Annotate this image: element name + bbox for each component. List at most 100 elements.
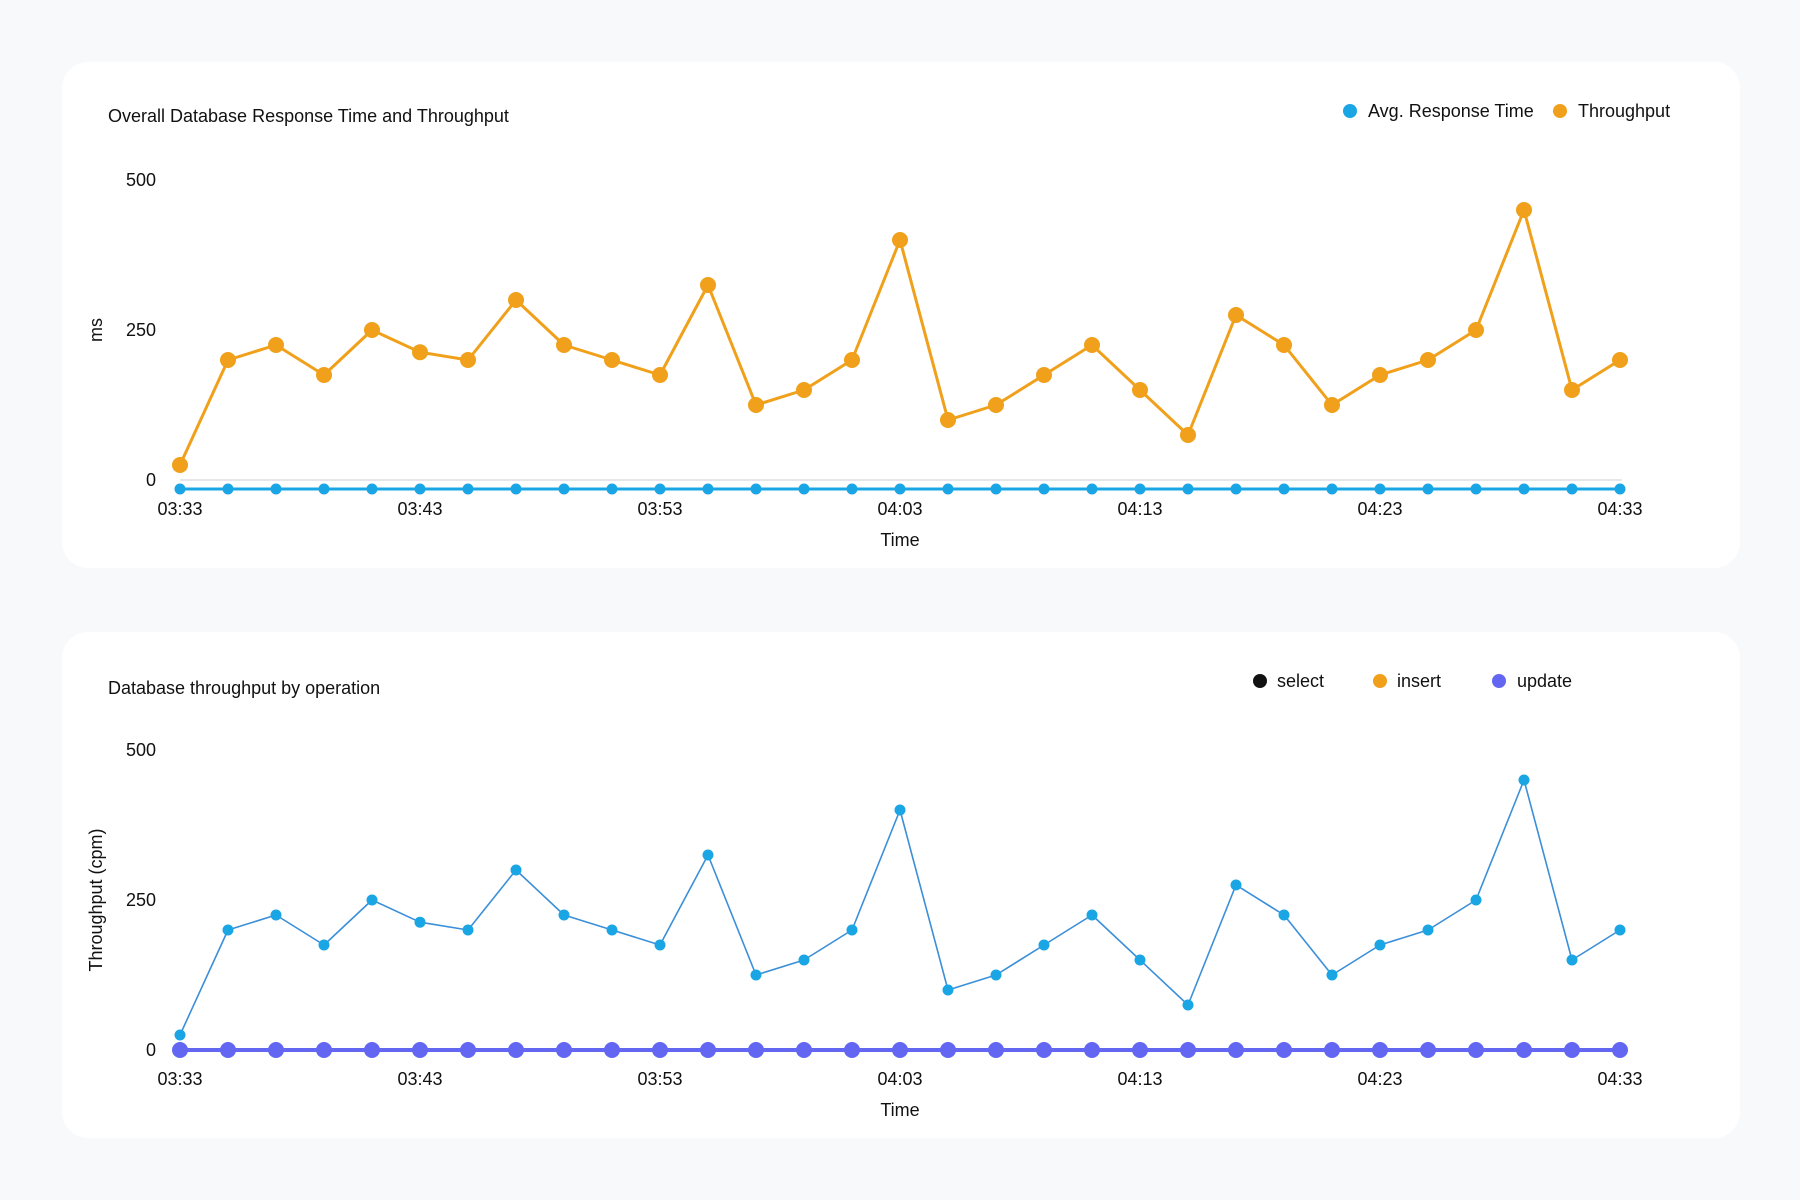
select-point[interactable] <box>990 969 1002 981</box>
update-point[interactable] <box>1612 1042 1628 1058</box>
select-point[interactable] <box>270 909 282 921</box>
avg-response-point[interactable] <box>1182 483 1194 495</box>
throughput-point[interactable] <box>1084 337 1100 353</box>
throughput-point[interactable] <box>748 397 764 413</box>
update-point[interactable] <box>172 1042 188 1058</box>
select-point[interactable] <box>1230 879 1242 891</box>
throughput-point[interactable] <box>1180 427 1196 443</box>
throughput-point[interactable] <box>700 277 716 293</box>
throughput-point[interactable] <box>172 457 188 473</box>
update-point[interactable] <box>700 1042 716 1058</box>
legend-label-update[interactable]: update <box>1517 671 1572 691</box>
update-point[interactable] <box>1516 1042 1532 1058</box>
update-point[interactable] <box>1372 1042 1388 1058</box>
throughput-point[interactable] <box>412 344 428 361</box>
update-point[interactable] <box>460 1042 476 1058</box>
legend-label-insert[interactable]: insert <box>1397 671 1441 691</box>
update-point[interactable] <box>364 1042 380 1058</box>
legend[interactable]: Avg. Response Time Throughput <box>1343 101 1670 121</box>
throughput-point[interactable] <box>1372 367 1388 383</box>
avg-response-point[interactable] <box>414 483 426 495</box>
select-point[interactable] <box>750 969 762 981</box>
update-point[interactable] <box>556 1042 572 1058</box>
throughput-point[interactable] <box>1132 382 1148 398</box>
update-point[interactable] <box>220 1042 236 1058</box>
select-point[interactable] <box>1278 909 1290 921</box>
avg-response-point[interactable] <box>1614 483 1626 495</box>
select-point[interactable] <box>654 939 666 951</box>
avg-response-point[interactable] <box>558 483 570 495</box>
throughput-point[interactable] <box>892 232 908 248</box>
throughput-point[interactable] <box>556 337 572 353</box>
avg-response-point[interactable] <box>702 483 714 495</box>
select-point[interactable] <box>606 924 618 936</box>
legend[interactable]: select insert update <box>1253 671 1572 691</box>
throughput-point[interactable] <box>988 397 1004 413</box>
avg-response-point[interactable] <box>318 483 330 495</box>
throughput-point[interactable] <box>652 367 668 383</box>
avg-response-point[interactable] <box>846 483 858 495</box>
throughput-point[interactable] <box>460 352 476 368</box>
avg-response-point[interactable] <box>1566 483 1578 495</box>
update-point[interactable] <box>1036 1042 1052 1058</box>
legend-label-avg-response[interactable]: Avg. Response Time <box>1368 101 1534 121</box>
update-point[interactable] <box>892 1042 908 1058</box>
throughput-point[interactable] <box>1612 352 1628 368</box>
update-point[interactable] <box>844 1042 860 1058</box>
select-point[interactable] <box>1470 894 1482 906</box>
throughput-point[interactable] <box>1228 307 1244 323</box>
select-point[interactable] <box>1086 909 1098 921</box>
avg-response-point[interactable] <box>1038 483 1050 495</box>
select-point[interactable] <box>1518 774 1530 786</box>
avg-response-point[interactable] <box>750 483 762 495</box>
update-point[interactable] <box>1180 1042 1196 1058</box>
update-point[interactable] <box>1084 1042 1100 1058</box>
throughput-point[interactable] <box>508 292 524 308</box>
select-point[interactable] <box>174 1029 186 1041</box>
select-point[interactable] <box>222 924 234 936</box>
select-point[interactable] <box>1422 924 1434 936</box>
update-point[interactable] <box>1276 1042 1292 1058</box>
throughput-point[interactable] <box>1324 397 1340 413</box>
avg-response-point[interactable] <box>462 483 474 495</box>
avg-response-point[interactable] <box>222 483 234 495</box>
throughput-point[interactable] <box>364 322 380 338</box>
update-point[interactable] <box>604 1042 620 1058</box>
select-point[interactable] <box>942 984 954 996</box>
avg-response-point[interactable] <box>1134 483 1146 495</box>
update-point[interactable] <box>796 1042 812 1058</box>
select-point[interactable] <box>1614 924 1626 936</box>
throughput-point[interactable] <box>268 337 284 353</box>
avg-response-point[interactable] <box>510 483 522 495</box>
select-point[interactable] <box>366 894 378 906</box>
select-point[interactable] <box>1566 954 1578 966</box>
avg-response-point[interactable] <box>1374 483 1386 495</box>
avg-response-point[interactable] <box>1326 483 1338 495</box>
throughput-point[interactable] <box>1276 337 1292 353</box>
throughput-point[interactable] <box>1516 202 1532 218</box>
avg-response-point[interactable] <box>1518 483 1530 495</box>
avg-response-point[interactable] <box>894 483 906 495</box>
update-point[interactable] <box>316 1042 332 1058</box>
select-point[interactable] <box>702 849 714 861</box>
select-point[interactable] <box>510 864 522 876</box>
avg-response-point[interactable] <box>1278 483 1290 495</box>
select-point[interactable] <box>798 954 810 966</box>
select-point[interactable] <box>1038 939 1050 951</box>
select-point[interactable] <box>1134 954 1146 966</box>
throughput-point[interactable] <box>940 412 956 428</box>
legend-label-throughput[interactable]: Throughput <box>1578 101 1670 121</box>
select-point[interactable] <box>462 924 474 936</box>
select-point[interactable] <box>1326 969 1338 981</box>
update-point[interactable] <box>268 1042 284 1058</box>
update-point[interactable] <box>988 1042 1004 1058</box>
avg-response-point[interactable] <box>270 483 282 495</box>
avg-response-point[interactable] <box>366 483 378 495</box>
avg-response-point[interactable] <box>1086 483 1098 495</box>
select-point[interactable] <box>414 916 426 928</box>
update-point[interactable] <box>1228 1042 1244 1058</box>
throughput-point[interactable] <box>1564 382 1580 398</box>
update-point[interactable] <box>748 1042 764 1058</box>
update-point[interactable] <box>412 1042 428 1058</box>
throughput-point[interactable] <box>796 382 812 398</box>
